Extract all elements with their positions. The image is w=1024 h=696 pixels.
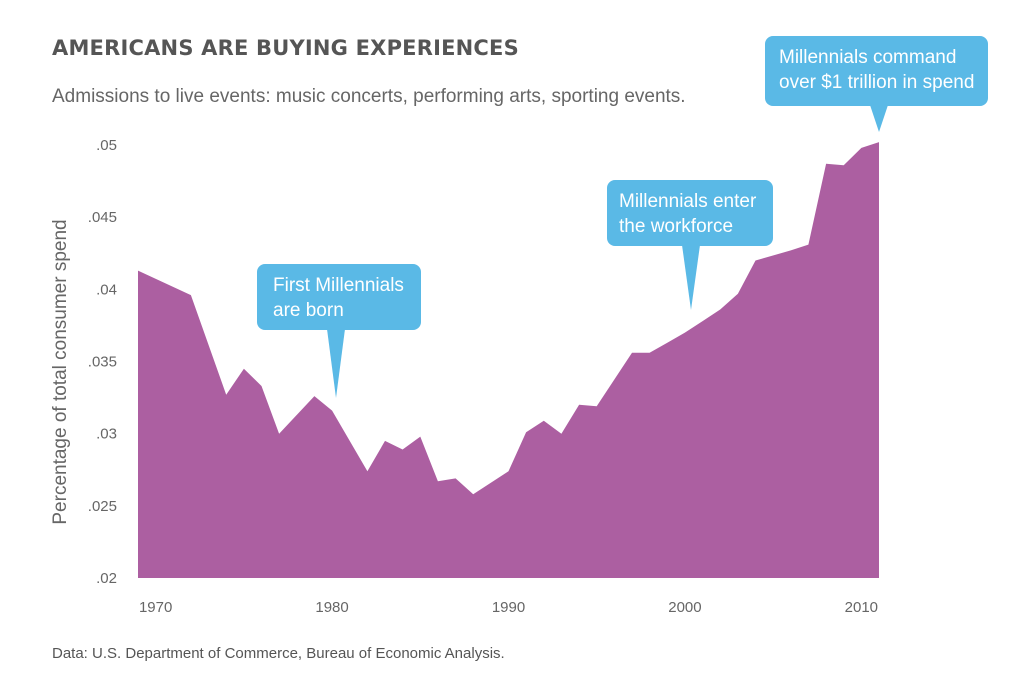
y-tick-label: .045 [88,209,117,226]
callout-box [257,264,421,330]
callout-text: First Millennials [273,275,404,296]
callout-text: the workforce [619,216,733,237]
area-chart: .02 .025 .03 .035 .04 .045 .05 1970 1980 1990 200… [50,36,988,616]
y-tick-label: .04 [96,281,117,298]
x-tick-label: 1980 [315,599,348,616]
callout-1: First Millennials are born [257,264,421,398]
callout-pointer [327,329,345,398]
chart-title: AMERICANS ARE BUYING EXPERIENCES [52,36,519,60]
y-tick-label: .035 [88,354,117,371]
x-tick-label: 1990 [492,599,525,616]
callout-3: Millennials command over $1 trillion in s… [765,36,988,132]
x-tick-label: 2010 [845,599,878,616]
chart-subtitle: Admissions to live events: music concert… [52,86,686,107]
x-tick-label: 1970 [139,599,172,616]
y-tick-label: .05 [96,137,117,154]
y-axis-ticks: .02 .025 .03 .035 .04 .045 .05 [88,137,117,587]
x-tick-label: 2000 [668,599,701,616]
y-tick-label: .03 [96,426,117,443]
y-tick-label: .02 [96,570,117,587]
callout-box [607,180,773,246]
callout-pointer [870,105,888,132]
consumer-spend-area [138,142,879,578]
callout-text: Millennials enter [619,191,757,212]
callout-2: Millennials enter the workforce [607,180,773,310]
callout-text: are born [273,300,344,321]
callout-pointer [682,245,700,310]
callout-text: Millennials command [779,47,956,68]
x-axis-ticks: 1970 1980 1990 2000 2010 [139,599,878,616]
callout-text: over $1 trillion in spend [779,72,974,93]
annotations: First Millennials are born Millennials ent… [257,36,988,398]
y-tick-label: .025 [88,498,117,515]
callout-box [765,36,988,106]
data-source: Data: U.S. Department of Commerce, Burea… [52,645,505,662]
y-axis-label: Percentage of total consumer spend [50,219,71,524]
